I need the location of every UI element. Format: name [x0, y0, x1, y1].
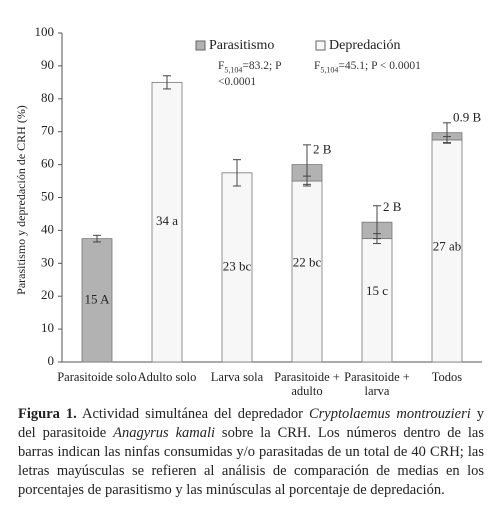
legend-label: Depredación — [329, 38, 401, 53]
x-tick-label: Larva sola — [195, 370, 279, 384]
y-tick-label: 100 — [35, 24, 55, 39]
x-tick-label: Parasitoide solo — [57, 370, 137, 384]
y-tick-label: 0 — [48, 353, 55, 368]
y-tick-label: 50 — [41, 188, 54, 203]
top-label: 2 B — [383, 199, 402, 214]
x-tick-label: Adulto solo — [137, 370, 197, 384]
x-tick-label: Parasitoide + larva — [344, 370, 410, 398]
x-tick-label: Parasitoide + adulto — [274, 370, 340, 398]
error-bar — [443, 136, 451, 144]
annotation-text: =83.2; P <0.0001 — [218, 60, 282, 89]
bar-label: 15 A — [85, 291, 111, 306]
x-tick-label: Adulto solo — [125, 370, 209, 384]
x-tick-label: Parasitoide + adulto — [265, 370, 349, 398]
error-bar — [233, 159, 241, 187]
annotation-f: F — [218, 60, 225, 72]
bar-segment — [81, 238, 113, 363]
y-tick-label: 80 — [41, 90, 54, 105]
error-bar — [303, 175, 311, 187]
caption-text: sobre la CRH. Los números dentro de las … — [18, 425, 484, 498]
bar-segment — [151, 81, 183, 363]
bar-segment — [291, 180, 323, 363]
chart: Parasitismo y depredación de CRH (%) 0 10… — [14, 24, 489, 398]
annotation-sub: 5,104 — [224, 65, 243, 75]
x-tick-label: Larva sola — [195, 370, 279, 384]
caption-text: y del parasitoide — [18, 406, 485, 441]
top-label: 2 B — [313, 142, 332, 157]
y-tick-label: 90 — [41, 57, 54, 72]
legend-swatch — [315, 40, 326, 51]
bar-label: 34 a — [156, 213, 178, 228]
x-tick-label: Todos — [431, 370, 463, 384]
annotation: F5,104=83.2; P <0.0001 — [218, 60, 318, 89]
annotation: F5,104=45.1; P < 0.0001 — [314, 60, 484, 76]
error-bar — [93, 234, 101, 243]
bar-label: 23 bc — [223, 258, 252, 273]
x-tick-label: Parasitoide + adulto — [265, 370, 349, 398]
bar-segment — [361, 238, 393, 363]
y-axis-label: Parasitismo y depredación de CRH (%) — [14, 105, 28, 295]
x-tick-label: Parasitoide + larva — [335, 370, 419, 398]
bar-label: 15 c — [366, 283, 388, 298]
caption-species: Anagyrus kamali — [113, 425, 216, 441]
annotation-text: =45.1; P < 0.0001 — [338, 60, 421, 72]
legend-swatch — [195, 40, 206, 51]
bar-label: 22 bc — [293, 254, 322, 269]
annotation-sub: 5,104 — [320, 65, 339, 75]
y-tick-label: 20 — [41, 287, 54, 302]
x-tick-label: Larva sola — [210, 370, 264, 384]
caption-text: Actividad simultánea del depredador — [76, 406, 309, 422]
top-label: 0.9 B — [453, 110, 482, 125]
bar-label: 27 ab — [433, 238, 462, 253]
annotation-f: F — [314, 60, 321, 72]
x-tick-label: Parasitoide solo — [55, 370, 139, 384]
y-tick-label: 10 — [41, 320, 54, 335]
y-tick-label: 40 — [41, 221, 54, 236]
annotation: F5,104=45.1; P < 0.0001 — [314, 60, 484, 76]
y-tick-label: 60 — [41, 156, 54, 171]
bar-segment — [221, 172, 253, 363]
error-bar — [373, 233, 381, 245]
x-tick-label: Parasitoide + larva — [335, 370, 419, 398]
x-tick-label: Parasitoide solo — [55, 370, 139, 384]
x-tick-label: Todos — [405, 370, 489, 384]
y-tick-label: 70 — [41, 123, 54, 138]
y-tick-label: 30 — [41, 254, 54, 269]
x-tick-label: Todos — [405, 370, 489, 384]
caption: Figura 1. Actividad simultánea del depre… — [18, 405, 484, 500]
caption-species: Cryptolaemus montrouzieri — [308, 406, 471, 422]
x-tick-label: Adulto solo — [125, 370, 209, 384]
caption-label: Figura 1. — [18, 406, 77, 422]
legend-label: Parasitismo — [209, 38, 274, 53]
error-bar — [163, 75, 171, 90]
annotation: F5,104=83.2; P <0.0001 — [218, 60, 318, 89]
